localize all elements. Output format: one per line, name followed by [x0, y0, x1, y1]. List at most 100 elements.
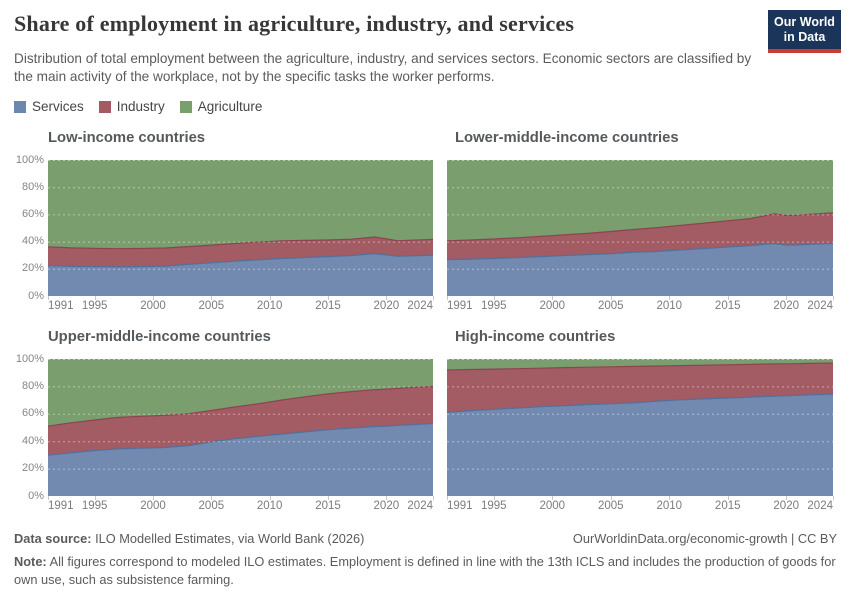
note-text: All figures correspond to modeled ILO es… — [14, 554, 836, 587]
axis-tick — [48, 296, 49, 300]
axis-tick — [386, 496, 388, 500]
line-services — [48, 422, 433, 456]
y-axis-label: 20% — [21, 262, 44, 275]
stacked-area-chart[interactable] — [48, 359, 433, 496]
axis-tick — [833, 296, 834, 300]
area-agriculture — [447, 160, 833, 241]
x-axis-label: 1995 — [480, 300, 507, 312]
chart-subtitle: Distribution of total employment between… — [14, 51, 752, 85]
x-axis-label: 2000 — [539, 300, 566, 312]
axis-tick — [211, 296, 213, 300]
area-agriculture — [447, 359, 833, 370]
area-agriculture — [48, 160, 433, 249]
y-axis-label: 40% — [21, 434, 44, 447]
line-services — [447, 393, 833, 413]
axis-tick — [269, 496, 271, 500]
x-axis-label: 2005 — [597, 300, 624, 312]
area-services — [48, 423, 433, 496]
note-label: Note: — [14, 554, 47, 569]
axis-tick — [669, 296, 671, 300]
axis-tick — [447, 296, 448, 300]
line-industry — [447, 362, 833, 371]
area-industry — [48, 237, 433, 267]
y-axis-label: 80% — [21, 180, 44, 193]
axis-tick — [493, 296, 495, 300]
area-services — [447, 394, 833, 496]
legend-label: Services — [32, 99, 84, 114]
axis-tick — [727, 296, 729, 300]
facet-title: High-income countries — [455, 329, 616, 345]
x-axis-label: 2005 — [597, 500, 624, 512]
x-axis-label: 1991 — [48, 300, 74, 312]
axis-tick — [211, 496, 213, 500]
x-axis-label: 2015 — [315, 500, 341, 512]
legend-item-industry[interactable]: Industry — [98, 99, 165, 114]
axis-tick — [328, 296, 329, 300]
footer-source-row: Data source: ILO Modelled Estimates, via… — [14, 531, 837, 546]
y-axis-label: 0% — [28, 489, 44, 502]
x-axis-label: 2015 — [714, 500, 741, 512]
line-industry — [447, 212, 833, 242]
x-axis-label: 2005 — [198, 500, 225, 512]
facet-title: Lower-middle-income countries — [455, 130, 679, 146]
x-axis-label: 1991 — [447, 300, 473, 312]
legend-item-agriculture[interactable]: Agriculture — [179, 99, 263, 114]
chart-note: Note: All figures correspond to modeled … — [14, 553, 838, 588]
axis-tick — [833, 496, 834, 500]
stacked-area-chart[interactable] — [447, 160, 833, 296]
stacked-area-chart[interactable] — [48, 160, 433, 296]
page-title: Share of employment in agriculture, indu… — [14, 11, 575, 36]
axis-tick — [153, 296, 154, 300]
y-axis-label: 0% — [28, 289, 44, 302]
stacked-area-chart[interactable] — [447, 359, 833, 496]
owid-logo-line2: in Data — [783, 30, 826, 44]
legend-swatch-industry — [98, 100, 111, 113]
x-axis-label: 2010 — [256, 500, 283, 512]
line-industry — [48, 385, 433, 427]
data-source-text: ILO Modelled Estimates, via World Bank (… — [95, 531, 365, 546]
legend-label: Agriculture — [197, 99, 263, 114]
axis-tick — [493, 496, 495, 500]
x-axis-label: 2000 — [140, 300, 166, 312]
owid-logo[interactable]: Our World in Data — [768, 10, 841, 53]
y-axis-label: 100% — [15, 153, 44, 166]
y-axis-label: 100% — [15, 352, 44, 365]
x-axis-label: 2024 — [807, 300, 833, 312]
axis-tick — [48, 496, 49, 500]
axis-tick — [610, 496, 612, 500]
x-axis-label: 1995 — [81, 500, 108, 512]
line-services — [48, 252, 433, 268]
axis-tick — [94, 496, 96, 500]
y-axis-label: 20% — [21, 462, 44, 475]
axis-tick — [552, 296, 554, 300]
facet-title: Upper-middle-income countries — [48, 329, 271, 345]
legend-swatch-services — [14, 100, 26, 113]
x-axis-label: 2020 — [373, 500, 400, 512]
y-axis-label: 60% — [21, 407, 44, 420]
x-axis-label: 2024 — [407, 300, 433, 312]
x-axis-label: 2020 — [773, 300, 799, 312]
x-axis-label: 2020 — [373, 300, 400, 312]
legend-item-services[interactable]: Services — [14, 99, 84, 114]
data-source-label: Data source: — [14, 531, 92, 546]
x-axis-label: 1991 — [48, 500, 74, 512]
legend-label: Industry — [116, 99, 165, 114]
line-services — [447, 242, 833, 261]
axis-tick — [786, 496, 788, 500]
x-axis-label: 1995 — [81, 300, 108, 312]
area-services — [48, 253, 433, 296]
axis-tick — [786, 296, 788, 300]
x-axis-label: 2005 — [198, 300, 225, 312]
area-agriculture — [48, 359, 433, 427]
y-axis-label: 40% — [21, 235, 44, 248]
attribution-link[interactable]: OurWorldinData.org/economic-growth | CC … — [572, 531, 837, 546]
axis-tick — [433, 496, 434, 500]
x-axis-label: 2024 — [407, 500, 433, 512]
x-axis-label: 2020 — [773, 500, 799, 512]
legend: Services Industry Agriculture — [14, 99, 262, 114]
axis-tick — [94, 296, 96, 300]
x-axis-label: 2010 — [256, 300, 283, 312]
axis-tick — [153, 496, 154, 500]
axis-tick — [552, 496, 554, 500]
axis-tick — [669, 496, 671, 500]
